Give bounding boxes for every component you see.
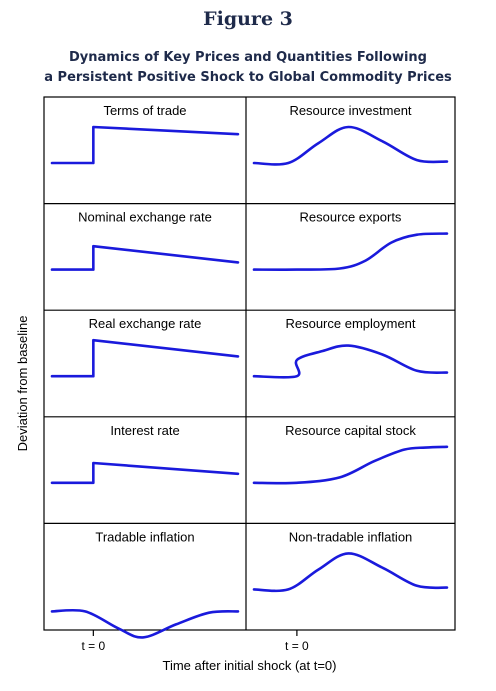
panel-title-3: Nominal exchange rate [78, 210, 212, 225]
panel-title-4: Resource exports [300, 210, 402, 225]
series-line-8 [252, 445, 449, 485]
panel-title-10: Non-tradable inflation [289, 529, 413, 544]
series-line-6 [252, 344, 449, 379]
panel-title-9: Tradable inflation [95, 529, 194, 544]
panel-title-5: Real exchange rate [89, 316, 202, 331]
panel-title-8: Resource capital stock [285, 423, 416, 438]
x-tick-label-2: t = 0 [285, 639, 309, 653]
figure-title-line-1: Dynamics of Key Prices and Quantities Fo… [69, 50, 427, 65]
series-line-4 [252, 232, 449, 271]
panel-title-1: Terms of trade [103, 103, 186, 118]
y-axis-label: Deviation from baseline [15, 316, 30, 452]
figure-title-line-2: a Persistent Positive Shock to Global Co… [44, 70, 452, 85]
series-line-2 [252, 125, 449, 166]
series-line-5 [50, 338, 240, 378]
figure-label: Figure 3 [203, 8, 293, 30]
x-tick-label-1: t = 0 [81, 639, 105, 653]
panel-title-7: Interest rate [110, 423, 179, 438]
series-line-10 [252, 552, 449, 593]
x-axis-label: Time after initial shock (at t=0) [163, 658, 337, 673]
panel-title-2: Resource investment [289, 103, 411, 118]
series-line-9 [50, 608, 240, 639]
series-line-3 [50, 244, 240, 271]
figure-title: Dynamics of Key Prices and Quantities Fo… [0, 48, 496, 88]
series-line-7 [50, 461, 240, 485]
figure-frame [43, 96, 456, 631]
series-line-1 [50, 125, 240, 165]
panel-title-6: Resource employment [285, 316, 415, 331]
